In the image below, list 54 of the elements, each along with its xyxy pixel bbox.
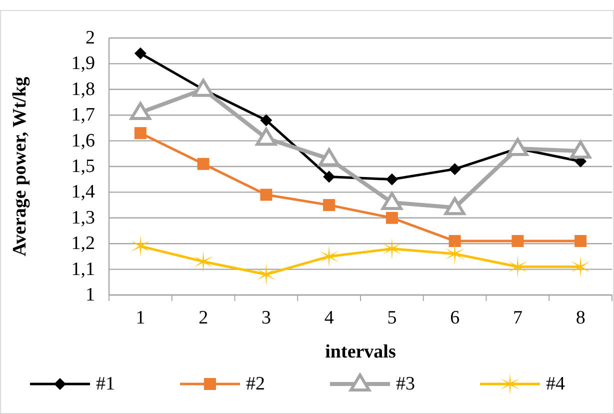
y-tick-label: 2 — [86, 28, 95, 48]
point — [260, 114, 272, 126]
point — [507, 138, 528, 156]
point — [192, 78, 214, 97]
point — [386, 173, 398, 186]
y-tick-label: 1,8 — [71, 78, 95, 100]
x-tick-label: 1 — [136, 308, 146, 328]
point — [445, 242, 464, 265]
x-tick-label: 7 — [512, 308, 522, 328]
y-tick-label: 1 — [86, 284, 95, 306]
point — [574, 235, 587, 248]
x-axis-title: intervals — [325, 342, 396, 362]
point — [444, 197, 466, 216]
point — [570, 140, 592, 159]
point — [512, 235, 524, 248]
legend-label: #4 — [546, 374, 566, 394]
legend-label: #2 — [246, 374, 265, 394]
point — [381, 192, 402, 210]
point — [323, 170, 336, 183]
y-tick-label: 1,9 — [71, 53, 95, 74]
x-tick-label: 3 — [261, 308, 271, 328]
point — [382, 238, 402, 260]
y-tick-label: 1,3 — [71, 207, 95, 228]
point — [318, 148, 340, 166]
y-axis-title: Average power, Wt/kg — [10, 76, 30, 256]
x-tick-label: 6 — [450, 308, 460, 328]
y-tick-label: 1,7 — [71, 104, 95, 126]
y-tick-label: 1,6 — [71, 130, 95, 152]
y-tick-label: 1,1 — [71, 258, 95, 280]
point — [320, 245, 339, 268]
legend-label: #1 — [96, 374, 115, 394]
point — [134, 127, 146, 140]
point — [130, 102, 151, 120]
point — [386, 212, 398, 224]
point — [323, 199, 336, 212]
legend-label: #3 — [396, 374, 415, 394]
point — [130, 235, 150, 258]
y-tick-label: 1,4 — [71, 182, 96, 203]
y-tick-label: 1,2 — [71, 233, 95, 254]
point — [448, 235, 461, 248]
point — [194, 250, 213, 273]
point — [571, 256, 590, 278]
x-tick-label: 8 — [576, 308, 586, 328]
point — [256, 128, 277, 146]
x-tick-label: 4 — [324, 308, 334, 328]
point — [260, 188, 272, 201]
y-tick-label: 1,5 — [71, 156, 95, 177]
point — [256, 263, 276, 286]
x-tick-label: 5 — [387, 308, 397, 328]
point — [197, 158, 210, 170]
x-tick-label: 2 — [198, 308, 208, 328]
point — [508, 256, 528, 278]
point — [448, 163, 461, 176]
point — [134, 47, 146, 60]
